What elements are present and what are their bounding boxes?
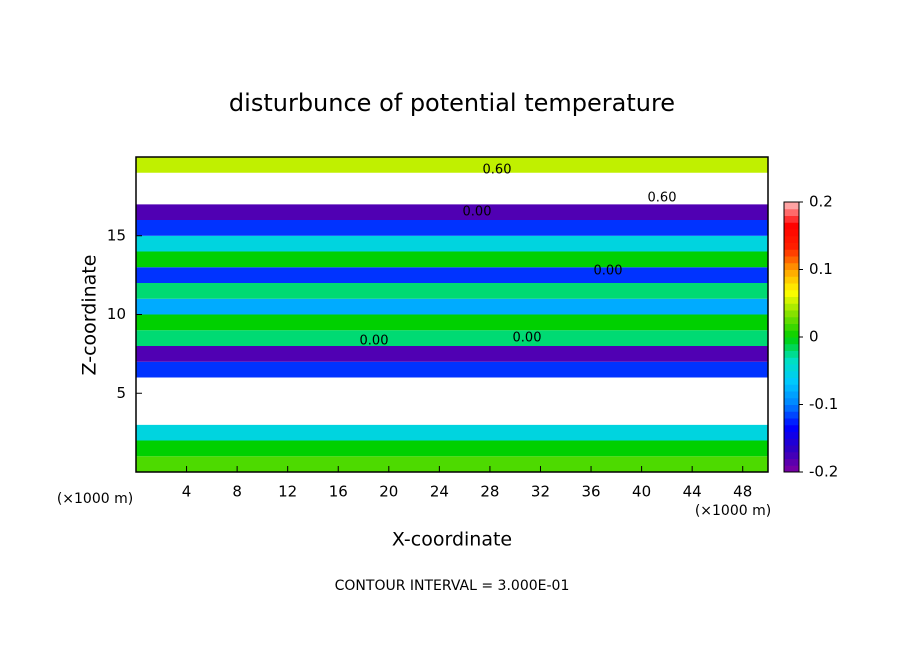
colorbar-cell <box>784 323 799 331</box>
colorbar-cell <box>784 343 799 351</box>
heat-band <box>136 393 768 409</box>
contour-label: 0.60 <box>483 163 512 178</box>
y-tick-label: 5 <box>116 384 126 402</box>
colorbar-cell <box>784 303 799 311</box>
x-tick-label: 36 <box>581 483 600 501</box>
colorbar-tick-label: -0.1 <box>809 395 838 413</box>
colorbar-cell <box>784 289 799 297</box>
heat-band <box>136 330 768 346</box>
colorbar-cell <box>784 451 799 459</box>
colorbar-cell <box>784 438 799 446</box>
colorbar-tick-label: 0 <box>809 328 819 346</box>
heat-band <box>136 409 768 425</box>
contour-label: 0.60 <box>648 191 677 206</box>
colorbar-cell <box>784 377 799 385</box>
colorbar-cell <box>784 404 799 412</box>
x-tick-label: 32 <box>531 483 550 501</box>
heat-band <box>136 267 768 283</box>
colorbar-cell <box>784 310 799 318</box>
colorbar-cell <box>784 222 799 230</box>
heat-band <box>136 235 768 252</box>
x-tick-label: 8 <box>232 483 242 501</box>
contour-label: 0.00 <box>513 331 542 346</box>
x-tick-label: 20 <box>379 483 398 501</box>
x-tick-label: 40 <box>632 483 651 501</box>
colorbar-cell <box>784 283 799 291</box>
y-axis-label: Z-coordinate <box>79 255 101 376</box>
x-unit-label: (×1000 m) <box>695 503 771 519</box>
colorbar-cell <box>784 269 799 277</box>
heat-band <box>136 346 768 362</box>
x-tick-label: 16 <box>329 483 348 501</box>
colorbar-cell <box>784 364 799 372</box>
heat-band <box>136 251 768 268</box>
heat-band <box>136 456 768 472</box>
y-unit-label: (×1000 m) <box>57 491 133 507</box>
colorbar-cell <box>784 397 799 405</box>
colorbar-tick-label: -0.2 <box>809 463 838 481</box>
colorbar-cell <box>784 316 799 324</box>
contour-label: 0.00 <box>463 205 492 220</box>
colorbar-cell <box>784 276 799 284</box>
heat-band <box>136 157 768 173</box>
y-tick-label: 10 <box>107 305 126 323</box>
colorbar-cell <box>784 235 799 243</box>
colorbar-cell <box>784 330 799 338</box>
heat-band <box>136 440 768 457</box>
colorbar-cell <box>784 296 799 304</box>
colorbar-cell <box>784 431 799 439</box>
contour-label: 0.00 <box>360 334 389 349</box>
heat-band <box>136 361 768 378</box>
x-tick-label: 12 <box>278 483 297 501</box>
heat-band <box>136 220 768 236</box>
x-tick-label: 44 <box>683 483 702 501</box>
colorbar-cell <box>784 242 799 250</box>
colorbar-cell <box>784 411 799 419</box>
colorbar-tick-label: 0.1 <box>809 260 833 278</box>
heat-band <box>136 314 768 331</box>
colorbar-cell <box>784 418 799 426</box>
colorbar-cell <box>784 424 799 432</box>
colorbar-cell <box>784 208 799 216</box>
colorbar-cell <box>784 229 799 237</box>
footer-note: CONTOUR INTERVAL = 3.000E-01 <box>335 578 570 594</box>
heat-band <box>136 188 768 205</box>
colorbar-cell <box>784 256 799 264</box>
colorbar-cell <box>784 357 799 365</box>
heat-band <box>136 298 768 315</box>
x-tick-label: 24 <box>430 483 449 501</box>
heat-band <box>136 377 768 394</box>
colorbar-cell <box>784 350 799 358</box>
colorbar-cell <box>784 202 799 210</box>
heat-band <box>136 424 768 441</box>
colorbar-cell <box>784 384 799 392</box>
x-tick-label: 48 <box>733 483 752 501</box>
colorbar-cell <box>784 465 799 473</box>
colorbar-cell <box>784 370 799 378</box>
x-axis-label: X-coordinate <box>392 529 512 551</box>
colorbar-cell <box>784 215 799 223</box>
x-tick-label: 28 <box>480 483 499 501</box>
y-tick-label: 15 <box>107 226 126 244</box>
colorbar-cell <box>784 391 799 399</box>
colorbar-cell <box>784 445 799 453</box>
contour-label: 0.00 <box>594 264 623 279</box>
colorbar-cell <box>784 458 799 466</box>
x-tick-label: 4 <box>182 483 192 501</box>
chart-title: disturbunce of potential temperature <box>229 89 675 117</box>
heat-band <box>136 283 768 299</box>
heat-band <box>136 204 768 220</box>
colorbar-cell <box>784 337 799 345</box>
heat-band <box>136 172 768 189</box>
colorbar-cell <box>784 262 799 270</box>
colorbar-cell <box>784 249 799 257</box>
colorbar-tick-label: 0.2 <box>809 193 833 211</box>
